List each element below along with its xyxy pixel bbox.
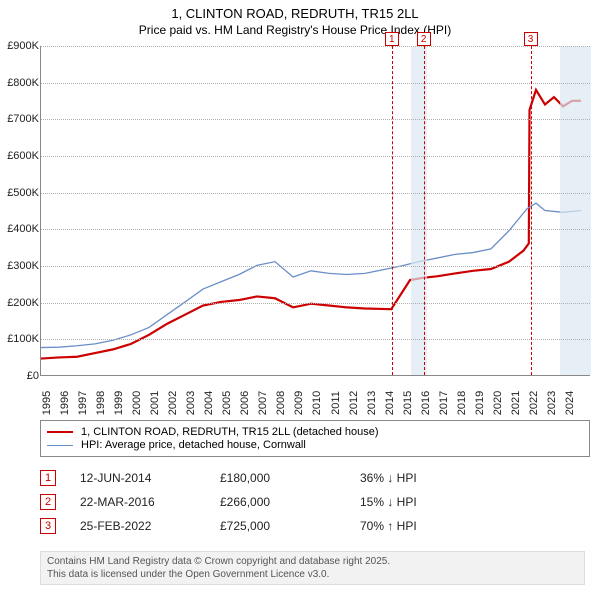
y-tick-label: £800K xyxy=(0,77,39,89)
sale-row: 1 12-JUN-2014£180,00036% ↓ HPI xyxy=(40,466,590,490)
x-tick-label: 2001 xyxy=(149,391,161,415)
x-tick-label: 2023 xyxy=(546,391,558,415)
y-tick-label: £600K xyxy=(0,150,39,162)
attribution-footer: Contains HM Land Registry data © Crown c… xyxy=(40,551,585,585)
x-tick-label: 2016 xyxy=(420,391,432,415)
shaded-range xyxy=(560,46,591,375)
x-tick-label: 1995 xyxy=(41,391,53,415)
sale-marker: 2 xyxy=(40,494,56,510)
y-gridline xyxy=(41,119,590,120)
x-tick-label: 1999 xyxy=(113,391,125,415)
sale-price: £266,000 xyxy=(220,495,360,509)
x-tick-label: 2018 xyxy=(456,391,468,415)
sale-marker-line xyxy=(392,46,393,375)
x-tick-label: 2017 xyxy=(438,391,450,415)
x-tick-label: 2020 xyxy=(492,391,504,415)
footer-line1: Contains HM Land Registry data © Crown c… xyxy=(47,555,578,568)
x-tick-label: 2002 xyxy=(167,391,179,415)
x-tick-label: 2015 xyxy=(402,391,414,415)
x-tick-label: 1998 xyxy=(95,391,107,415)
y-gridline xyxy=(41,156,590,157)
legend-swatch xyxy=(47,445,73,446)
y-tick-label: £300K xyxy=(0,260,39,272)
sale-row: 2 22-MAR-2016£266,00015% ↓ HPI xyxy=(40,490,590,514)
x-tick-label: 2012 xyxy=(348,391,360,415)
sale-date: 12-JUN-2014 xyxy=(80,471,220,485)
title-line1: 1, CLINTON ROAD, REDRUTH, TR15 2LL xyxy=(0,6,600,21)
x-tick-label: 2019 xyxy=(474,391,486,415)
y-tick-label: £0 xyxy=(0,370,39,382)
x-tick-label: 2011 xyxy=(330,391,342,415)
legend-label: 1, CLINTON ROAD, REDRUTH, TR15 2LL (deta… xyxy=(81,426,379,438)
x-tick-label: 2024 xyxy=(564,391,576,415)
x-tick-label: 2014 xyxy=(384,391,396,415)
sales-table: 1 12-JUN-2014£180,00036% ↓ HPI 2 22-MAR-201… xyxy=(40,466,590,538)
x-tick-label: 2022 xyxy=(528,391,540,415)
legend-row: 1, CLINTON ROAD, REDRUTH, TR15 2LL (deta… xyxy=(47,426,583,438)
sale-hpi-delta: 70% ↑ HPI xyxy=(360,519,590,533)
y-gridline xyxy=(41,266,590,267)
x-tick-label: 2009 xyxy=(293,391,305,415)
y-gridline xyxy=(41,193,590,194)
x-tick-label: 2003 xyxy=(185,391,197,415)
y-tick-label: £900K xyxy=(0,40,39,52)
x-tick-label: 1997 xyxy=(77,391,89,415)
sale-hpi-delta: 36% ↓ HPI xyxy=(360,471,590,485)
sale-marker-line xyxy=(424,46,425,375)
title-block: 1, CLINTON ROAD, REDRUTH, TR15 2LL Price… xyxy=(0,0,600,37)
sale-marker-box: 2 xyxy=(417,32,431,46)
title-line2: Price paid vs. HM Land Registry's House … xyxy=(0,23,600,37)
y-gridline xyxy=(41,229,590,230)
legend-label: HPI: Average price, detached house, Corn… xyxy=(81,439,306,451)
y-tick-label: £700K xyxy=(0,113,39,125)
x-tick-label: 2004 xyxy=(203,391,215,415)
x-tick-label: 2000 xyxy=(131,391,143,415)
y-tick-label: £400K xyxy=(0,223,39,235)
y-gridline xyxy=(41,303,590,304)
y-gridline xyxy=(41,339,590,340)
sale-marker: 1 xyxy=(40,470,56,486)
sale-price: £725,000 xyxy=(220,519,360,533)
x-tick-label: 1996 xyxy=(59,391,71,415)
x-tick-label: 2010 xyxy=(311,391,323,415)
legend-row: HPI: Average price, detached house, Corn… xyxy=(47,439,583,451)
chart-container: 1, CLINTON ROAD, REDRUTH, TR15 2LL Price… xyxy=(0,0,600,590)
x-tick-label: 2007 xyxy=(257,391,269,415)
legend: 1, CLINTON ROAD, REDRUTH, TR15 2LL (deta… xyxy=(40,420,590,457)
series-hpi xyxy=(41,203,581,347)
x-tick-label: 2021 xyxy=(510,391,522,415)
sale-date: 25-FEB-2022 xyxy=(80,519,220,533)
sale-marker: 3 xyxy=(40,518,56,534)
x-tick-label: 2005 xyxy=(221,391,233,415)
chart-svg xyxy=(41,46,590,375)
sale-marker-box: 3 xyxy=(524,32,538,46)
y-tick-label: £500K xyxy=(0,187,39,199)
y-tick-label: £100K xyxy=(0,333,39,345)
y-gridline xyxy=(41,83,590,84)
sale-date: 22-MAR-2016 xyxy=(80,495,220,509)
x-tick-label: 2013 xyxy=(366,391,378,415)
y-tick-label: £200K xyxy=(0,297,39,309)
series-price_paid xyxy=(41,90,581,359)
chart-area: £0£100K£200K£300K£400K£500K£600K£700K£80… xyxy=(40,46,590,376)
footer-line2: This data is licensed under the Open Gov… xyxy=(47,568,578,581)
x-tick-label: 2008 xyxy=(275,391,287,415)
sale-marker-box: 1 xyxy=(385,32,399,46)
sale-hpi-delta: 15% ↓ HPI xyxy=(360,495,590,509)
legend-swatch xyxy=(47,431,73,433)
sale-marker-line xyxy=(531,46,532,375)
x-tick-label: 2006 xyxy=(239,391,251,415)
sale-row: 3 25-FEB-2022£725,00070% ↑ HPI xyxy=(40,514,590,538)
y-gridline xyxy=(41,46,590,47)
sale-price: £180,000 xyxy=(220,471,360,485)
